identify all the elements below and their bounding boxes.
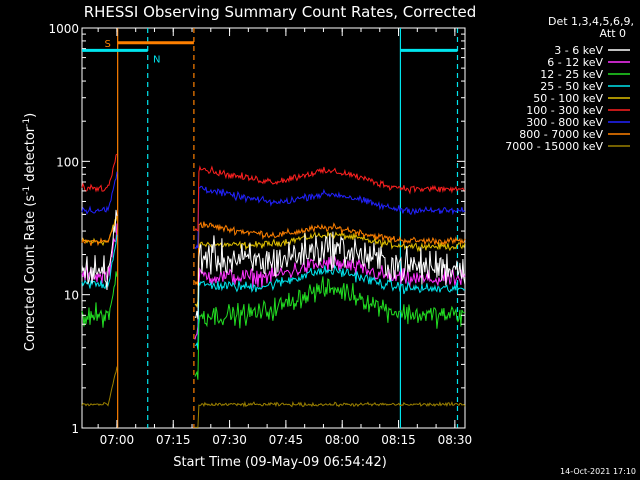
flag-label-s: S (104, 39, 110, 50)
x-tick-label: 08:15 (381, 433, 416, 447)
legend-item-label: 800 - 7000 keV (519, 128, 603, 141)
y-axis-label-sup1: -1 (22, 186, 32, 195)
series-line-after (194, 165, 466, 232)
series-line-before (81, 153, 118, 193)
series-line-after (194, 264, 466, 350)
y-tick-label: 1000 (48, 22, 79, 36)
axes: 1 10 100 1000 07:00 07:15 07:30 07:45 08:00 08:15… (48, 22, 472, 447)
x-tick-label: 07:15 (156, 433, 191, 447)
plot-area (81, 27, 466, 429)
plot-border (81, 27, 466, 429)
y-axis-label: Corrected Count Rate (s-1 detector-1) (22, 113, 38, 351)
series-line-before (81, 209, 118, 291)
legend-item-label: 100 - 300 keV (526, 104, 603, 117)
x-tick-label: 08:30 (438, 433, 473, 447)
legend-header-line1: Det 1,3,4,5,6,9, (548, 15, 634, 28)
y-axis-label-end: ) (23, 113, 38, 118)
legend-header-line2: Att 0 (600, 27, 626, 40)
series-line-before (81, 215, 118, 247)
series-line-after (194, 221, 466, 286)
legend-item-label: 12 - 25 keV (540, 68, 603, 81)
x-axis-label: Start Time (09-May-09 06:54:42) (173, 455, 387, 470)
series-line-after (194, 400, 466, 428)
series-line-after (194, 255, 466, 340)
series-line-before (81, 171, 118, 215)
y-tick-label: 100 (56, 155, 79, 169)
series-line-after (194, 185, 466, 250)
series-line-after (194, 276, 466, 380)
x-tick-label: 07:00 (100, 433, 135, 447)
legend-item-label: 3 - 6 keV (554, 44, 603, 57)
legend-item-label: 7000 - 15000 keV (505, 140, 603, 153)
series-line-before (81, 366, 118, 407)
series-line-before (81, 271, 118, 328)
chart-title: RHESSI Observing Summary Count Rates, Co… (84, 3, 477, 21)
legend-item-label: 300 - 800 keV (526, 116, 603, 129)
legend-item-label: 50 - 100 keV (533, 92, 603, 105)
x-tick-label: 08:00 (325, 433, 360, 447)
y-axis-label-sup2: -1 (22, 118, 32, 127)
flag-bars: SN (82, 28, 459, 428)
series-line-after (194, 231, 466, 320)
x-tick-label: 07:45 (269, 433, 304, 447)
y-tick-label: 10 (64, 289, 79, 303)
footer-date: 14-Oct-2021 17:10 (560, 467, 636, 476)
series-lines (81, 153, 466, 428)
x-tick-label: 07:30 (212, 433, 247, 447)
y-axis-label-main: Corrected Count Rate (s (23, 195, 38, 352)
legend-item-label: 25 - 50 keV (540, 80, 603, 93)
legend-item-label: 6 - 12 keV (547, 56, 603, 69)
y-axis-label-mid: detector (23, 126, 38, 186)
flag-label-n: N (153, 54, 160, 65)
y-tick-label: 1 (71, 422, 79, 436)
